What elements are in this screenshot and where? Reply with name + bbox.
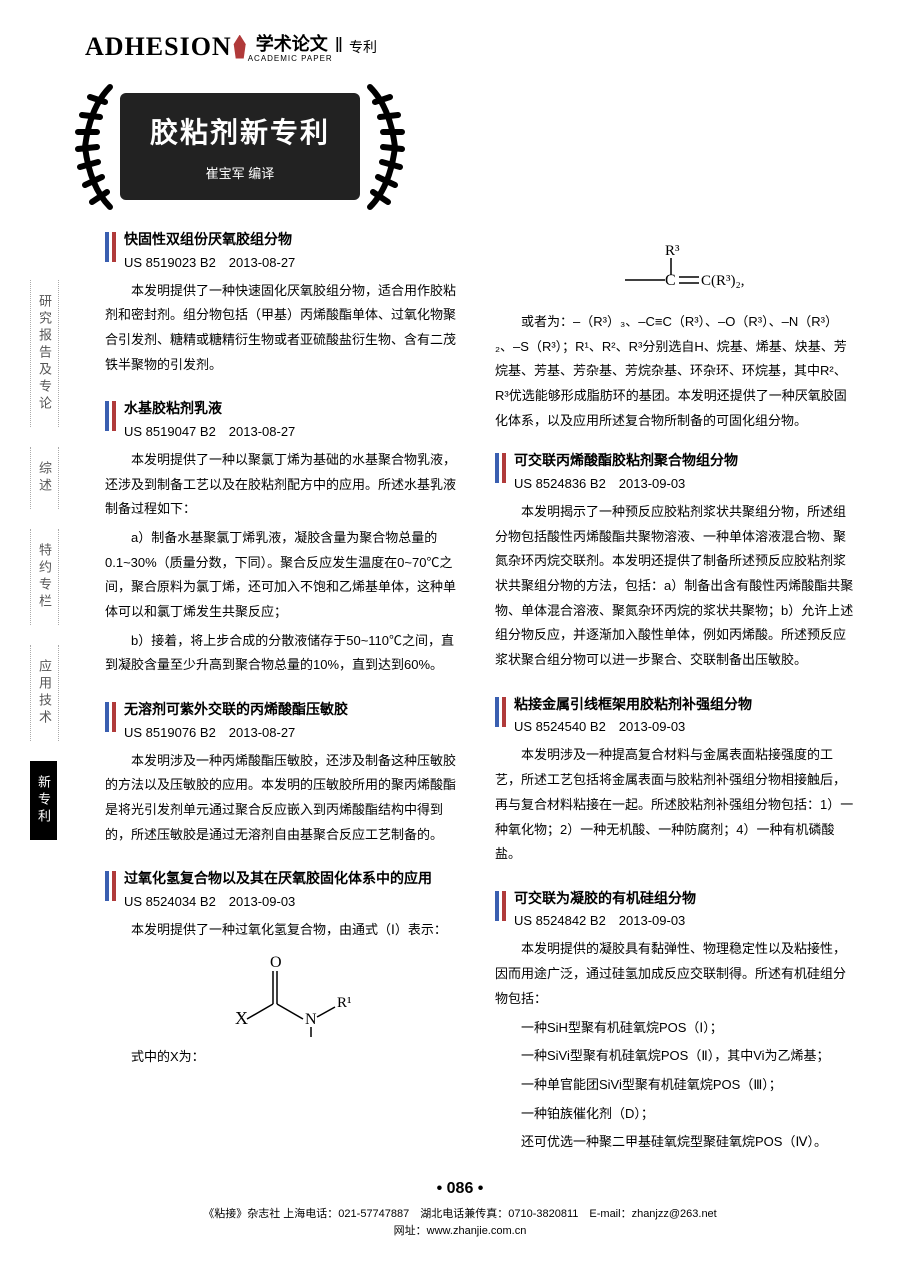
footer-line2: 网址：www.zhanjie.com.cn — [0, 1223, 920, 1241]
sec-body: 本发明揭示了一种预反应胶粘剂浆状共聚组分物，所述组分物包括酸性丙烯酸酯共聚物溶液… — [495, 500, 855, 673]
laurel-left-icon — [70, 77, 130, 217]
section-r2: 粘接金属引线框架用胶粘剂补强组分物 US 8524540 B2 2013-09-… — [495, 695, 855, 867]
sec-title: 过氧化氢复合物以及其在厌氧胶固化体系中的应用 — [124, 869, 432, 889]
sec-title: 无溶剂可紫外交联的丙烯酸酯压敏胶 — [124, 700, 348, 720]
article-title: 胶粘剂新专利 — [150, 111, 330, 151]
sec-body: 本发明提供了一种以聚氯丁烯为基础的水基聚合物乳液，还涉及到制备工艺以及在胶粘剂配… — [105, 448, 465, 678]
sec-body: 本发明提供的凝胶具有黏弹性、物理稳定性以及粘接性，因而用途广泛，通过硅氢加成反应… — [495, 937, 855, 1155]
section-r1: 可交联丙烯酸酯胶粘剂聚合物组分物 US 8524836 B2 2013-09-0… — [495, 451, 855, 672]
section-bars-icon — [105, 871, 116, 901]
section-bars-icon — [105, 702, 116, 732]
sidebar-nav: 研究报告及专论 综述 特约专栏 应用技术 新专利 — [30, 280, 54, 860]
sec-title: 可交联为凝胶的有机硅组分物 — [514, 889, 696, 909]
svg-text:R²: R² — [305, 1037, 320, 1039]
footer-line1: 《粘接》杂志社 上海电话：021-57747887 湖北电话兼传真：0710-3… — [0, 1206, 920, 1224]
right-column: R³ C C(R³)₂, 或者为：–（R³）₃、–C≡C（R³）、–O（R³）、… — [480, 230, 870, 1177]
section-4: 过氧化氢复合物以及其在厌氧胶固化体系中的应用 US 8524034 B2 201… — [105, 869, 465, 1069]
sidebar-item-1[interactable]: 综述 — [30, 447, 59, 509]
section-3: 无溶剂可紫外交联的丙烯酸酯压敏胶 US 8519076 B2 2013-08-2… — [105, 700, 465, 847]
header-sub: ACADEMIC PAPER — [248, 54, 333, 63]
sec-title: 粘接金属引线框架用胶粘剂补强组分物 — [514, 695, 752, 715]
sec-meta: US 8524836 B2 2013-09-03 — [514, 473, 738, 492]
formula-2: R³ C C(R³)₂, — [495, 240, 855, 300]
sec-title: 水基胶粘剂乳液 — [124, 399, 295, 419]
sec-meta: US 8524842 B2 2013-09-03 — [514, 910, 696, 929]
flame-icon — [230, 35, 250, 59]
section-bars-icon — [105, 401, 116, 431]
sidebar-item-0[interactable]: 研究报告及专论 — [30, 280, 59, 427]
sidebar-item-4[interactable]: 新专利 — [30, 761, 57, 840]
svg-text:R¹: R¹ — [337, 995, 352, 1011]
content-area: 快固性双组份厌氧胶组分物 US 8519023 B2 2013-08-27 本发… — [0, 230, 920, 1177]
logo-text: ADHESION — [85, 32, 232, 62]
sec-meta: US 8519023 B2 2013-08-27 — [124, 252, 295, 271]
section-bars-icon — [495, 891, 506, 921]
svg-text:X: X — [235, 1008, 248, 1028]
sec-meta: US 8524540 B2 2013-09-03 — [514, 716, 752, 735]
header-cn: 学术论文 — [256, 30, 333, 56]
section-bars-icon — [105, 232, 116, 262]
formula-1: X O N R¹ R² — [215, 949, 355, 1039]
sec-tail: 式中的X为： — [105, 1045, 465, 1070]
section-bars-icon — [495, 697, 506, 727]
svg-text:O: O — [270, 954, 282, 971]
right-intro: 或者为：–（R³）₃、–C≡C（R³）、–O（R³）、–N（R³）₂、–S（R³… — [495, 310, 855, 433]
svg-text:C: C — [665, 272, 676, 289]
sidebar-item-2[interactable]: 特约专栏 — [30, 529, 59, 625]
header-tag: 专利 — [349, 37, 377, 57]
section-r3: 可交联为凝胶的有机硅组分物 US 8524842 B2 2013-09-03 本… — [495, 889, 855, 1155]
svg-text:R³: R³ — [665, 243, 680, 259]
laurel-right-icon — [350, 77, 410, 217]
section-2: 水基胶粘剂乳液 US 8519047 B2 2013-08-27 本发明提供了一… — [105, 399, 465, 678]
sec-title: 快固性双组份厌氧胶组分物 — [124, 230, 295, 250]
sec-meta: US 8519076 B2 2013-08-27 — [124, 722, 348, 741]
svg-text:N: N — [305, 1011, 317, 1028]
page-number: • 086 • — [0, 1176, 920, 1202]
divider: ‖ — [335, 35, 343, 58]
article-author: 崔宝军 编译 — [150, 163, 330, 182]
sec-body: 本发明提供了一种快速固化厌氧胶组分物，适合用作胶粘剂和密封剂。组分物包括（甲基）… — [105, 279, 465, 378]
svg-text:C(R³)₂,: C(R³)₂, — [701, 273, 744, 289]
left-column: 快固性双组份厌氧胶组分物 US 8519023 B2 2013-08-27 本发… — [90, 230, 480, 1177]
sec-body: 本发明涉及一种丙烯酸酯压敏胶，还涉及制备这种压敏胶的方法以及压敏胶的应用。本发明… — [105, 749, 465, 848]
sec-meta: US 8519047 B2 2013-08-27 — [124, 421, 295, 440]
sec-title: 可交联丙烯酸酯胶粘剂聚合物组分物 — [514, 451, 738, 471]
page-header: ADHESION 学术论文 ACADEMIC PAPER ‖ 专利 — [0, 0, 920, 73]
section-1: 快固性双组份厌氧胶组分物 US 8519023 B2 2013-08-27 本发… — [105, 230, 465, 377]
page-footer: • 086 • 《粘接》杂志社 上海电话：021-57747887 湖北电话兼传… — [0, 1176, 920, 1241]
sec-body: 本发明提供了一种过氧化氢复合物，由通式（Ⅰ）表示： — [105, 918, 465, 943]
title-block: 胶粘剂新专利 崔宝军 编译 — [100, 93, 380, 200]
section-bars-icon — [495, 453, 506, 483]
sec-meta: US 8524034 B2 2013-09-03 — [124, 891, 432, 910]
sec-body: 本发明涉及一种提高复合材料与金属表面粘接强度的工艺，所述工艺包括将金属表面与胶粘… — [495, 743, 855, 866]
sidebar-item-3[interactable]: 应用技术 — [30, 645, 59, 741]
